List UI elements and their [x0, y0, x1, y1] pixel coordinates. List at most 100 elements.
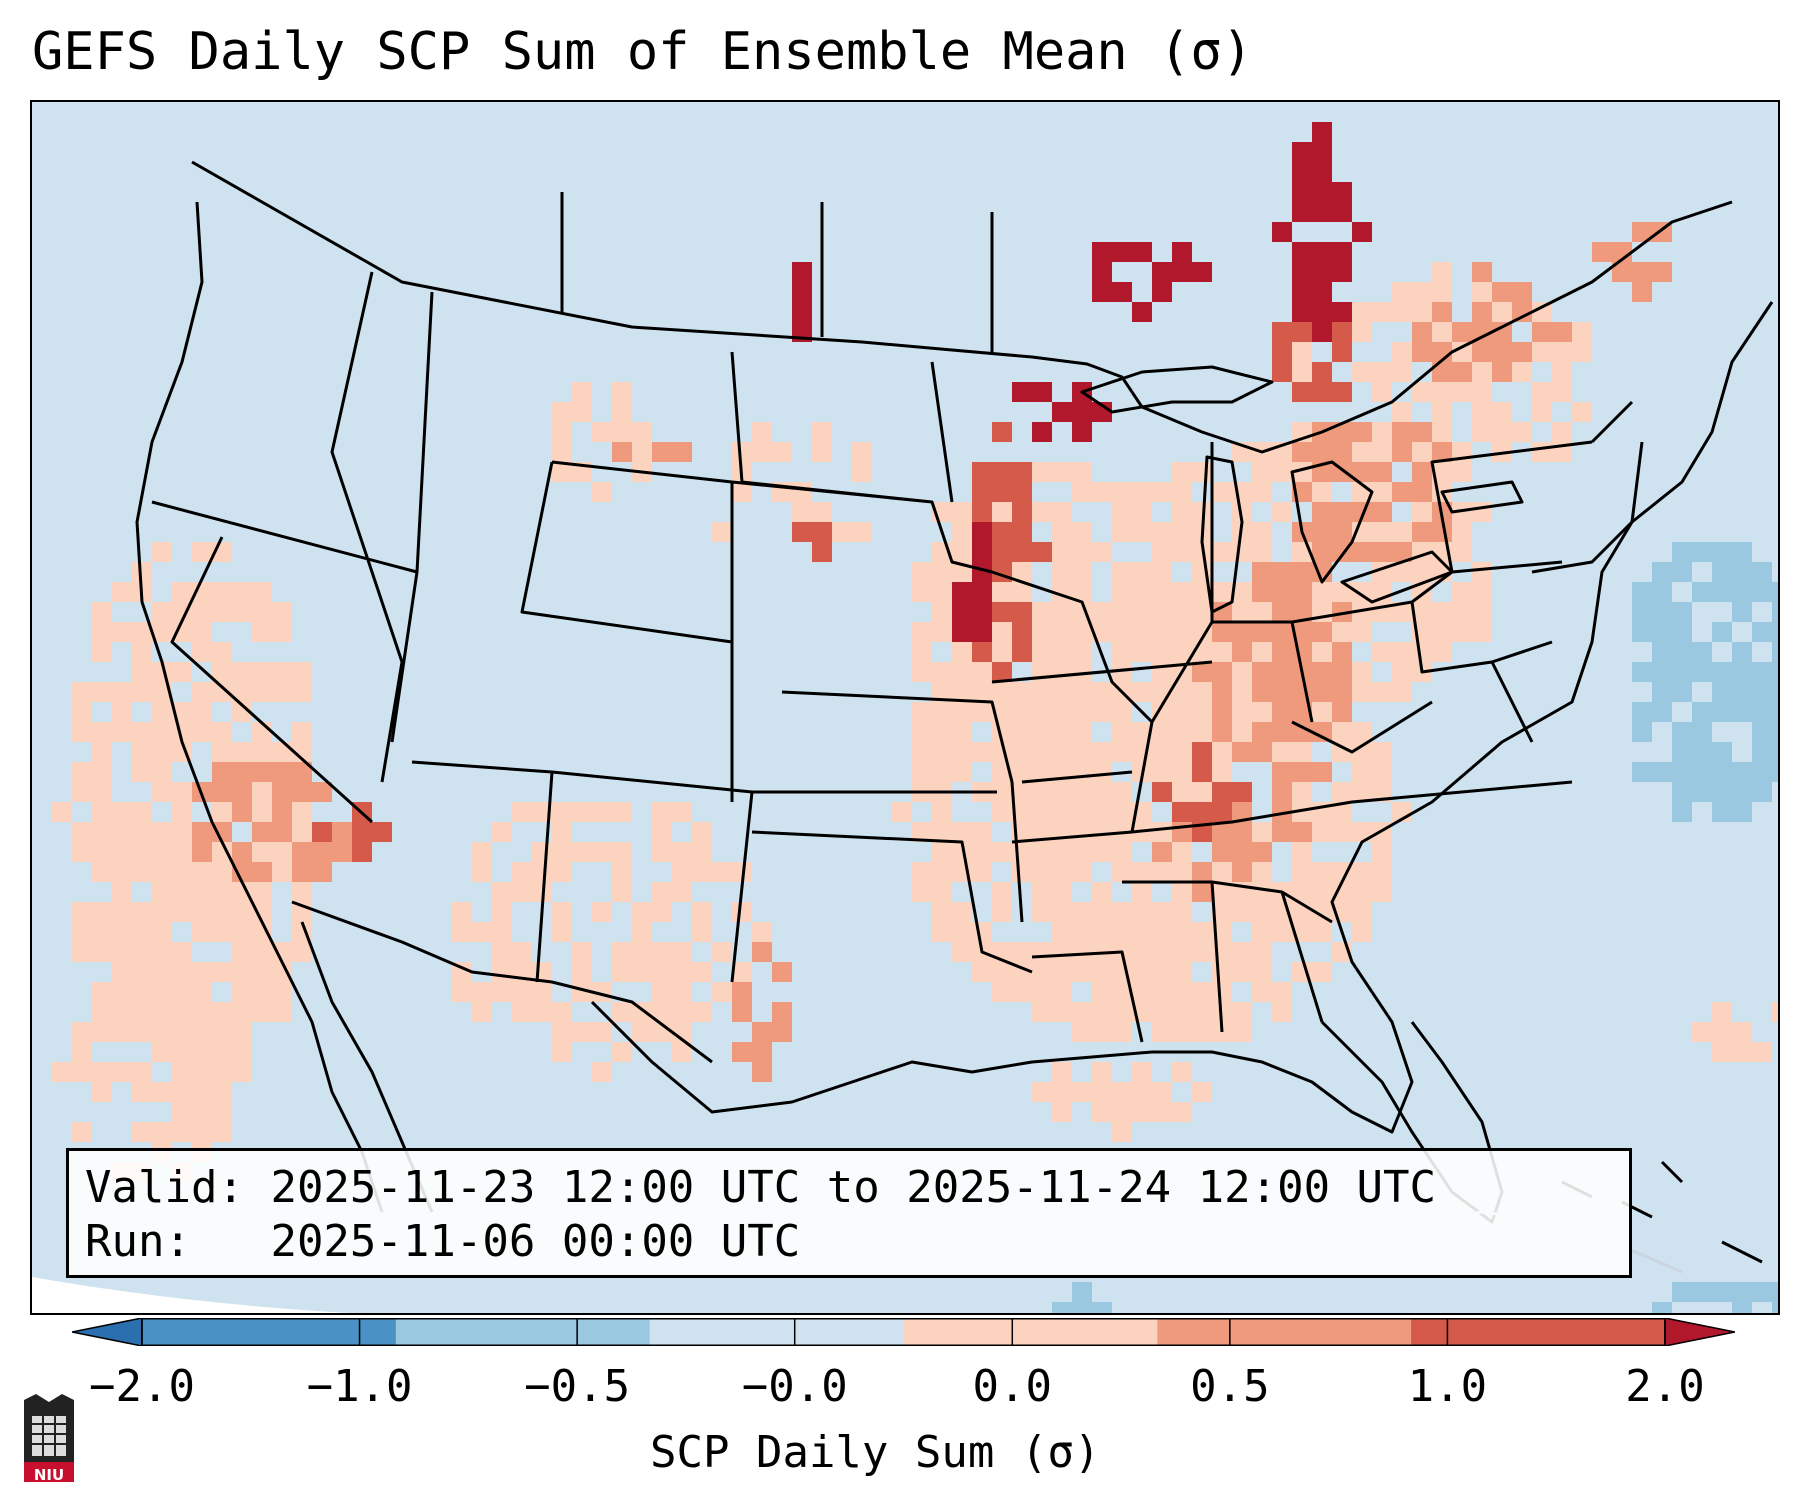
field-cell: [192, 642, 212, 662]
field-cell: [92, 782, 112, 802]
field-cell: [1772, 642, 1778, 662]
field-cell: [1372, 422, 1392, 442]
field-cell: [272, 862, 292, 882]
field-cell: [192, 1042, 212, 1062]
field-cell: [1012, 582, 1032, 602]
lake-michigan: [1200, 455, 1244, 614]
field-cell: [1012, 782, 1032, 802]
field-cell: [1212, 802, 1232, 822]
field-cell: [612, 1002, 632, 1022]
field-cell: [232, 862, 252, 882]
field-cell: [1052, 642, 1072, 662]
field-cell: [1472, 582, 1492, 602]
field-cell: [1112, 662, 1132, 682]
field-cell: [1352, 682, 1372, 702]
field-cell: [292, 762, 312, 782]
field-cell: [1472, 562, 1492, 582]
field-cell: [992, 502, 1012, 522]
field-cell: [152, 962, 172, 982]
field-cell: [1692, 582, 1712, 602]
field-cell: [792, 302, 812, 322]
field-cell: [932, 802, 952, 822]
field-cell: [1092, 822, 1112, 842]
field-cell: [952, 922, 972, 942]
field-cell: [132, 562, 152, 582]
field-cell: [252, 922, 272, 942]
field-cell: [1512, 282, 1532, 302]
field-cell: [192, 682, 212, 702]
field-cell: [1752, 1042, 1772, 1062]
field-cell: [1092, 1062, 1112, 1082]
field-cell: [1352, 882, 1372, 902]
field-cell: [1092, 262, 1112, 282]
field-cell: [1012, 562, 1032, 582]
field-cell: [1392, 362, 1412, 382]
field-cell: [1272, 722, 1292, 742]
field-cell: [992, 802, 1012, 822]
field-cell: [232, 902, 252, 922]
field-cell: [772, 1002, 792, 1022]
field-cell: [1332, 802, 1352, 822]
field-cell: [1472, 602, 1492, 622]
field-cell: [1032, 842, 1052, 862]
field-cell: [1172, 482, 1192, 502]
field-cell: [1072, 942, 1092, 962]
field-cell: [752, 1062, 772, 1082]
field-cell: [1632, 602, 1652, 622]
map-panel: [30, 100, 1780, 1315]
field-cell: [1132, 582, 1152, 602]
field-cell: [1572, 402, 1592, 422]
field-cell: [92, 642, 112, 662]
field-cell: [92, 682, 112, 702]
field-cell: [1672, 642, 1692, 662]
field-cell: [932, 842, 952, 862]
field-cell: [1432, 602, 1452, 622]
field-cell: [1072, 802, 1092, 822]
field-cell: [1412, 422, 1432, 442]
field-cell: [512, 862, 532, 882]
field-cell: [1672, 802, 1692, 822]
field-cell: [652, 842, 672, 862]
field-cell: [692, 1002, 712, 1022]
field-cell: [1132, 622, 1152, 642]
field-cell: [1172, 542, 1192, 562]
field-cell: [1112, 482, 1132, 502]
field-cell: [1112, 582, 1132, 602]
field-cell: [1072, 702, 1092, 722]
field-cell: [1172, 702, 1192, 722]
field-cell: [632, 902, 652, 922]
field-cell: [1232, 802, 1252, 822]
field-cell: [72, 902, 92, 922]
field-cell: [1032, 822, 1052, 842]
map-title: GEFS Daily SCP Sum of Ensemble Mean (σ): [32, 22, 1253, 82]
field-cell: [1112, 1122, 1132, 1142]
field-cell: [1452, 342, 1472, 362]
field-cell: [172, 1062, 192, 1082]
field-cell: [1732, 582, 1752, 602]
field-cell: [112, 922, 132, 942]
field-cell: [1532, 402, 1552, 422]
field-cell: [1412, 462, 1432, 482]
field-cell: [1392, 442, 1412, 462]
field-cell: [1552, 342, 1572, 362]
field-cell: [1212, 862, 1232, 882]
field-cell: [1772, 1282, 1778, 1302]
field-cell: [972, 622, 992, 642]
field-cell: [1152, 1022, 1172, 1042]
field-cell: [1192, 722, 1212, 742]
field-cell: [272, 762, 292, 782]
field-cell: [132, 642, 152, 662]
field-cell: [1692, 762, 1712, 782]
field-cell: [1032, 862, 1052, 882]
field-cell: [1632, 262, 1652, 282]
field-cell: [212, 902, 232, 922]
field-cell: [1052, 782, 1072, 802]
field-cell: [1112, 842, 1132, 862]
field-cell: [212, 962, 232, 982]
field-cell: [1172, 602, 1192, 622]
field-cell: [232, 1042, 252, 1062]
field-cell: [1472, 422, 1492, 442]
field-cell: [1512, 302, 1532, 322]
field-cell: [1072, 742, 1092, 762]
field-cell: [992, 682, 1012, 702]
